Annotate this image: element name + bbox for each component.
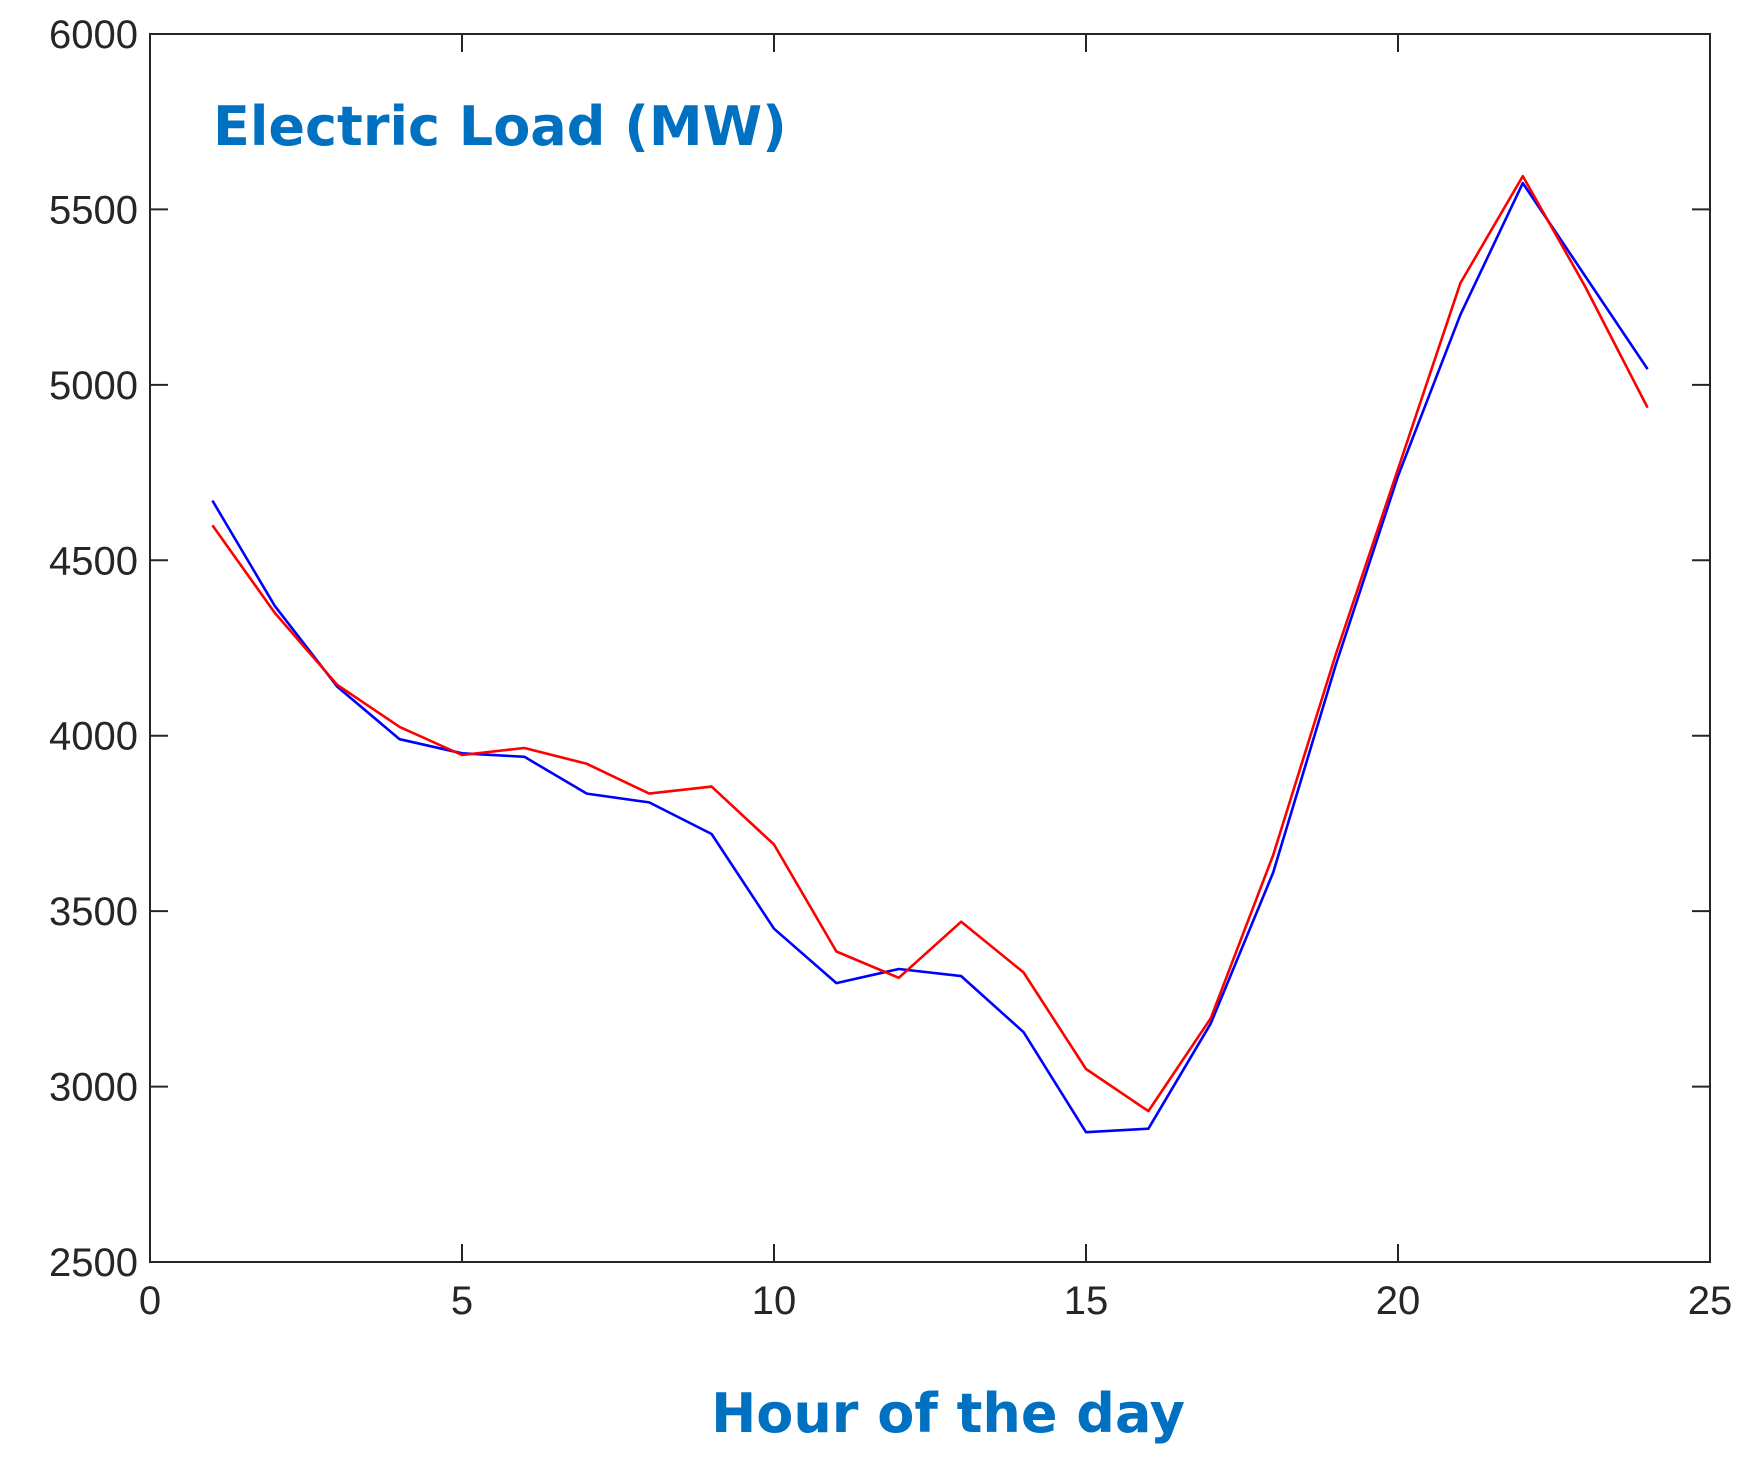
x-tick-label-5: 5 — [451, 1279, 473, 1323]
y-tick-label-4500: 4500 — [49, 539, 138, 583]
x-tick-label-20: 20 — [1376, 1279, 1421, 1323]
plot-background — [150, 34, 1710, 1262]
y-tick-label-2500: 2500 — [49, 1241, 138, 1285]
series-layer — [211, 174, 1649, 1134]
y-tick-label-3000: 3000 — [49, 1066, 138, 1110]
x-tick-label-0: 0 — [139, 1279, 161, 1323]
y-tick-label-3500: 3500 — [49, 890, 138, 934]
series-line-2 — [211, 174, 1649, 1113]
x-axis-label: Hour of the day — [711, 1382, 1185, 1445]
x-tick-label-15: 15 — [1064, 1279, 1109, 1323]
x-tick-label-10: 10 — [752, 1279, 797, 1323]
y-tick-label-6000: 6000 — [49, 13, 138, 57]
axes-box — [149, 33, 1711, 1263]
y-tick-label-5500: 5500 — [49, 188, 138, 232]
y-tick-label-4000: 4000 — [49, 715, 138, 759]
plot-ylabel: Electric Load (MW) — [213, 95, 787, 158]
y-tick-label-5000: 5000 — [49, 364, 138, 408]
x-tick-label-25: 25 — [1688, 1279, 1733, 1323]
axis-layer: 0 5 10 15 20 25 2500 3000 3500 4000 4500 5000 5500 60… — [49, 13, 1732, 1323]
